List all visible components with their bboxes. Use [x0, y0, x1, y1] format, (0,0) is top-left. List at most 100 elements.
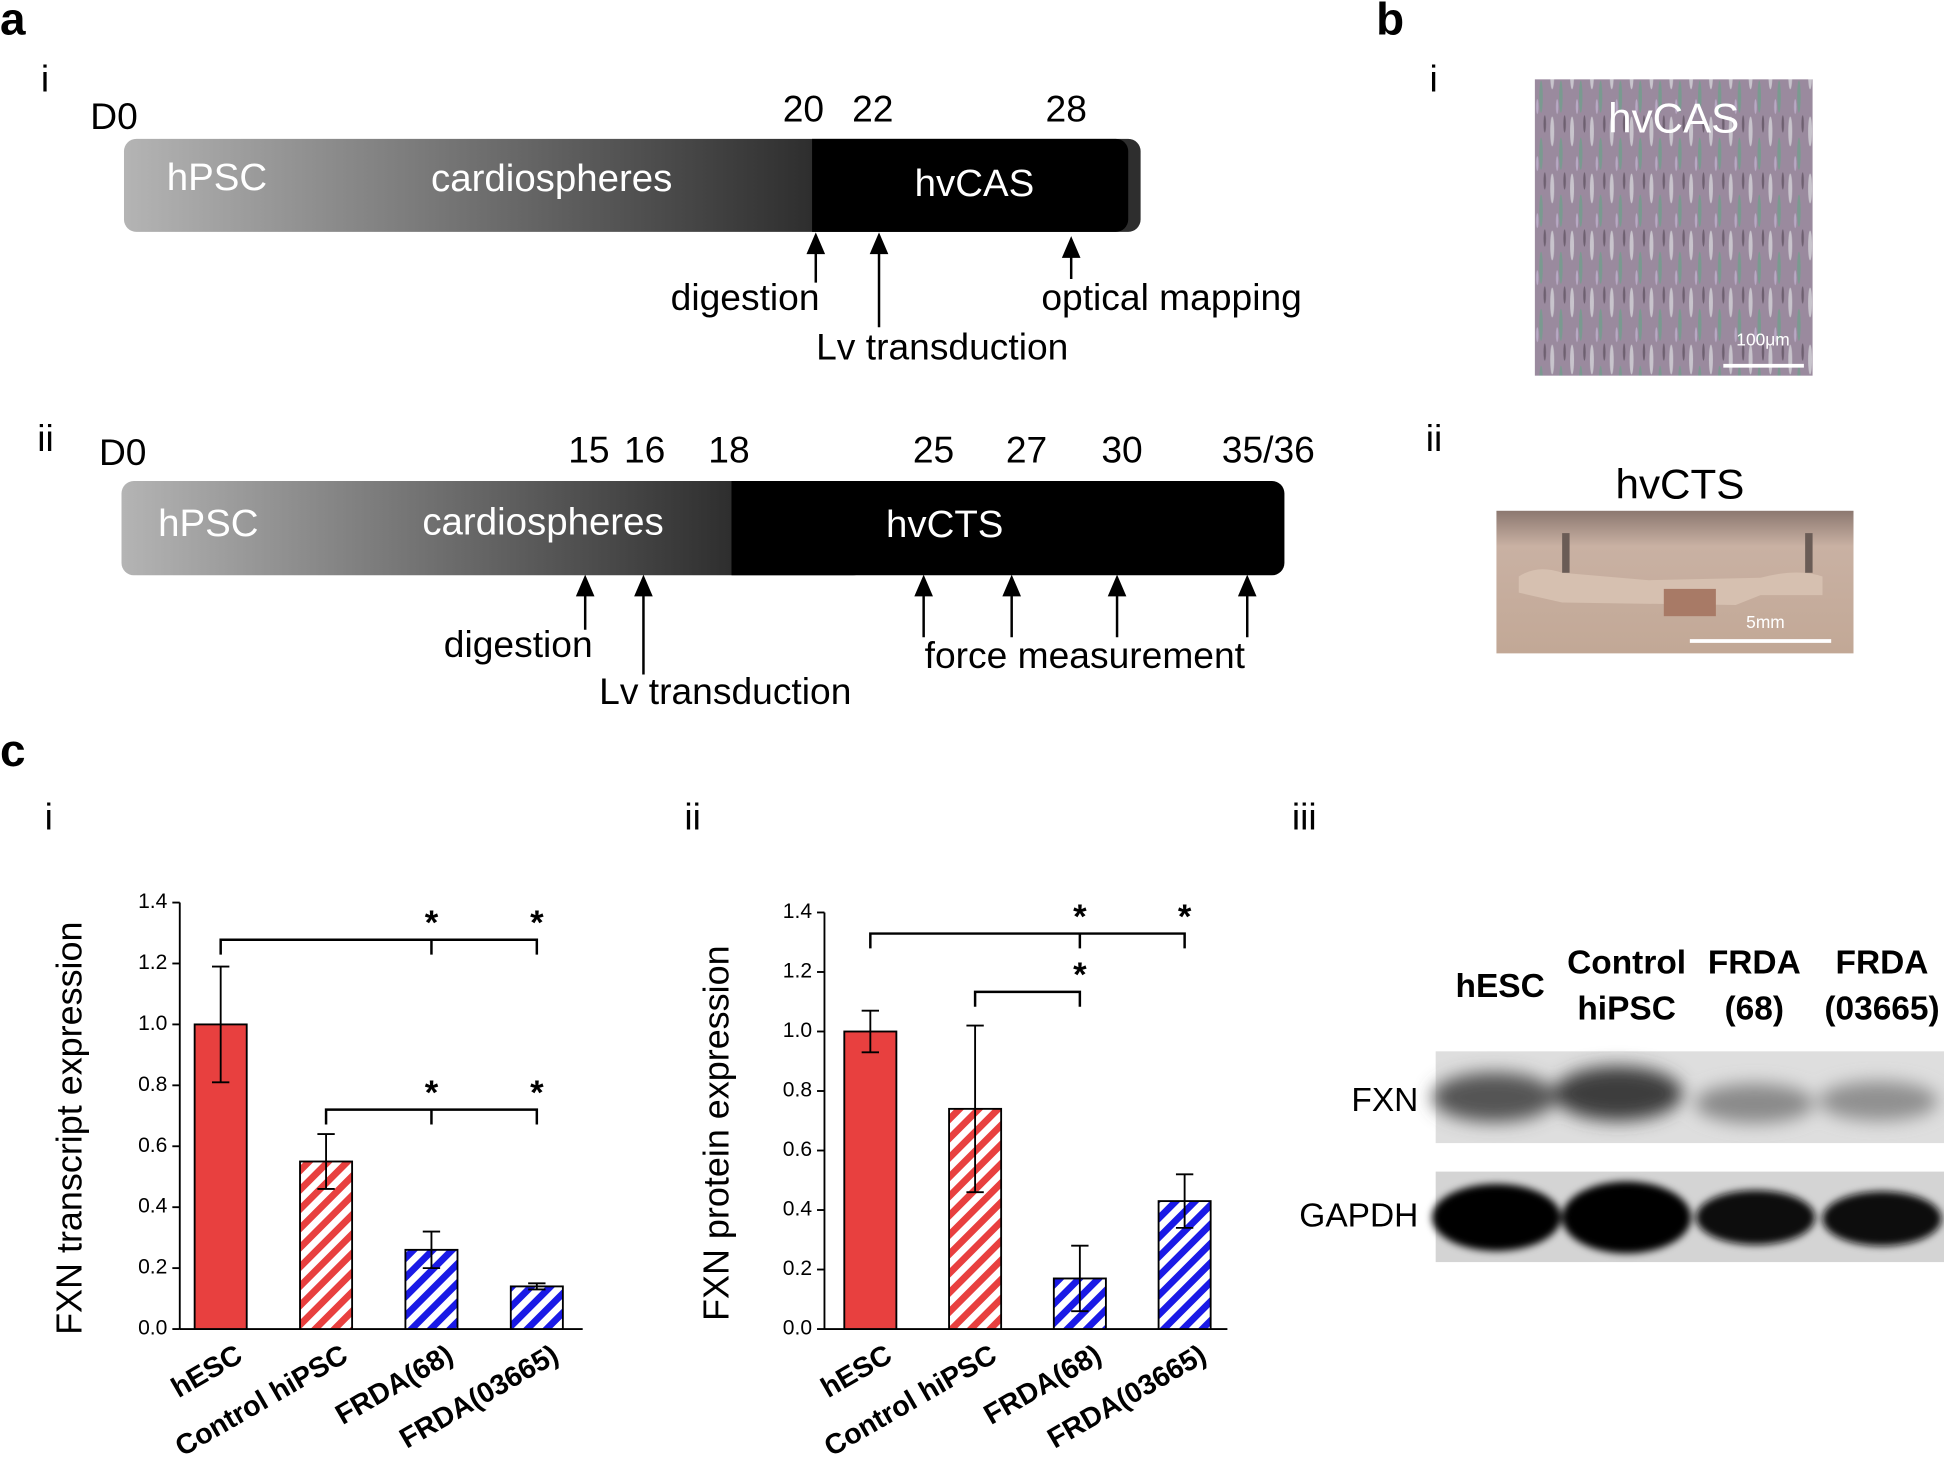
column-label: FRDA — [1836, 944, 1929, 981]
y-tick-label: 0.4 — [138, 1195, 168, 1218]
scale-label: 100μm — [1736, 330, 1789, 350]
bar-chart: 0.0 0.2 0.4 0.6 0.8 1.0 1.2 1.4 FXN protein expr… — [696, 898, 1228, 1463]
y-tick-label: 0.6 — [138, 1134, 167, 1157]
error-bar — [861, 1009, 880, 1054]
scale-label: 5mm — [1746, 612, 1785, 632]
arrows — [806, 232, 1081, 328]
timeline-bar-end — [731, 481, 1285, 576]
y-tick-label: 1.0 — [138, 1012, 167, 1035]
band — [1431, 1183, 1561, 1251]
y-tick-label: 0.0 — [783, 1317, 812, 1340]
panel-label: ii — [1426, 417, 1443, 459]
significance-bracket — [324, 1108, 539, 1125]
panel-label: i — [45, 795, 53, 837]
significance-star: * — [530, 904, 544, 942]
event-label: optical mapping — [1041, 276, 1301, 318]
stage-label: hvCAS — [915, 162, 1035, 205]
band — [1696, 1190, 1816, 1245]
row-label: FXN — [1351, 1082, 1418, 1119]
tissue-shape — [1518, 569, 1823, 606]
day-label: 28 — [1046, 87, 1087, 129]
error-bar — [422, 1230, 441, 1270]
stage-label: hvCTS — [886, 503, 1003, 546]
stage-label: cardiospheres — [431, 157, 672, 200]
bar — [509, 1285, 564, 1330]
day-label: 22 — [852, 87, 893, 129]
panel-label: b — [1376, 0, 1404, 44]
day-label: 25 — [913, 428, 954, 470]
significance-bracket — [869, 932, 1186, 949]
y-tick-label: 0.6 — [783, 1138, 812, 1161]
band — [1818, 1081, 1938, 1121]
x-tick-label: hESC — [816, 1339, 898, 1405]
significance-star: * — [1073, 956, 1087, 994]
y-tick-label: 0.4 — [783, 1198, 813, 1221]
tissue-photo: hvCTS 5mm — [1496, 460, 1854, 654]
bands — [1431, 1066, 1938, 1124]
event-label: force measurement — [925, 634, 1246, 676]
band — [1562, 1181, 1692, 1254]
panel-label: ii — [684, 795, 701, 837]
y-axis-label: FXN transcript expression — [48, 921, 89, 1334]
band — [1431, 1072, 1556, 1123]
y-tick-label: 0.8 — [138, 1073, 167, 1096]
y-tick-label: 0.2 — [138, 1256, 167, 1279]
day-label: 35/36 — [1222, 428, 1315, 470]
image-label: hvCAS — [1608, 95, 1739, 142]
bar-chart: 0.0 0.2 0.4 0.6 0.8 1.0 1.2 1.4 FXN transcript e… — [48, 890, 583, 1463]
y-tick-label: 1.0 — [783, 1019, 812, 1042]
column-label: hESC — [1456, 968, 1545, 1005]
row-label: GAPDH — [1299, 1197, 1418, 1234]
significance-star: * — [530, 1074, 544, 1112]
band — [1694, 1083, 1814, 1124]
stage-label: hPSC — [158, 502, 258, 545]
day-label: D0 — [90, 95, 138, 137]
post — [1805, 533, 1813, 573]
error-bar — [212, 965, 230, 1084]
error-bar — [1175, 1173, 1194, 1229]
significance-star: * — [1073, 898, 1087, 936]
panel-label: c — [0, 724, 26, 776]
timeline: hPSC cardiospheres hvCTS D0 15 16 18 25 … — [99, 428, 1315, 712]
significance-star: * — [425, 1074, 439, 1112]
day-label: 27 — [1006, 428, 1047, 470]
significance-star: * — [1178, 898, 1192, 936]
panel-label: i — [41, 58, 49, 100]
column-label: FRDA — [1708, 944, 1801, 981]
day-label: 15 — [568, 428, 609, 470]
y-tick-label: 0.8 — [783, 1079, 812, 1102]
day-label: 30 — [1101, 428, 1142, 470]
column-label: Control — [1567, 944, 1686, 981]
x-tick-label: Control hiPSC — [819, 1339, 1002, 1463]
y-axis-label: FXN protein expression — [696, 945, 737, 1321]
stage-label: hPSC — [167, 156, 267, 199]
column-label: hiPSC — [1577, 990, 1676, 1027]
micrograph-image — [1534, 79, 1813, 376]
panel-label: ii — [37, 417, 54, 459]
panel-label: a — [0, 0, 26, 44]
micrograph: hvCAS 100μm — [1534, 79, 1813, 376]
y-tick-label: 1.2 — [783, 960, 812, 983]
timeline-bar-end — [812, 138, 1129, 232]
bar — [843, 1030, 898, 1330]
day-label: D0 — [99, 431, 147, 473]
error-bar — [966, 1024, 984, 1194]
band — [1553, 1066, 1683, 1121]
day-label: 20 — [783, 87, 824, 129]
error-bar — [317, 1133, 335, 1190]
panel-label: i — [1429, 58, 1437, 100]
y-tick-label: 0.0 — [138, 1317, 167, 1340]
post — [1562, 533, 1570, 573]
y-tick-label: 0.2 — [783, 1257, 812, 1280]
y-tick-label: 1.2 — [138, 951, 167, 974]
event-label: digestion — [671, 276, 820, 318]
y-tick-label: 1.4 — [138, 890, 168, 913]
y-tick-label: 1.4 — [783, 900, 813, 923]
tissue-shape — [1663, 588, 1716, 617]
day-label: 16 — [624, 428, 665, 470]
event-label: digestion — [444, 623, 593, 665]
timeline: hPSC cardiospheres hvCAS D0 20 22 28 dig… — [90, 87, 1302, 367]
event-label: Lv transduction — [816, 325, 1068, 367]
